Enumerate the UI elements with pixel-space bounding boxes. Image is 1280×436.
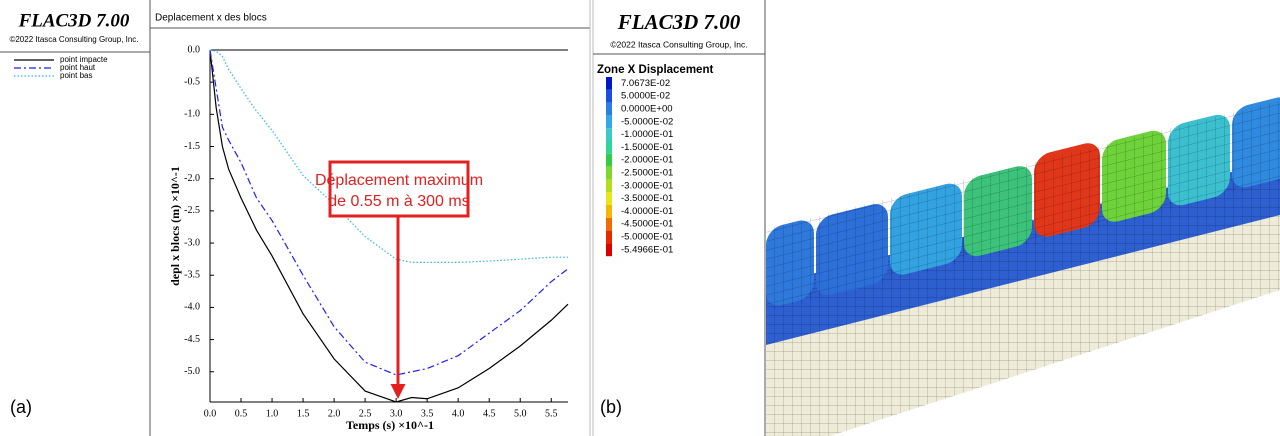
y-tick-label: -4.0	[184, 302, 200, 313]
colorbar-label: -4.5000E-01	[621, 219, 673, 230]
colorbar-label: -2.0000E-01	[621, 155, 673, 166]
panel-b: FLAC3D 7.00 ©2022 Itasca Consulting Grou…	[593, 0, 765, 436]
x-tick-label: 1.0	[266, 408, 279, 419]
plot: 0.0 -0.5 -1.0 -1.5 -2.0 -2.5 -3.0 -3.5 -4.0 -4.5 -…	[184, 44, 568, 419]
x-tick-label: 4.0	[452, 408, 465, 419]
colorbar-swatch	[606, 128, 612, 141]
colorbar-swatch	[606, 179, 612, 192]
y-tick-label: 0.0	[188, 44, 201, 55]
colorbar-label: -4.0000E-01	[621, 206, 673, 217]
software-title: FLAC3D 7.00	[617, 10, 741, 34]
colorbar-swatch	[606, 90, 612, 103]
colorbar-label: -1.0000E-01	[621, 129, 673, 140]
x-tick-label: 3.5	[421, 408, 434, 419]
panel-label: (b)	[600, 397, 622, 417]
panel-label: (a)	[10, 397, 32, 417]
y-tick-label: -4.5	[184, 334, 200, 345]
colorbar-label: -5.0000E-01	[621, 232, 673, 243]
y-tick-label: -5.0	[184, 366, 200, 377]
y-tick-label: -2.5	[184, 205, 200, 216]
y-tick-label: -1.5	[184, 141, 200, 152]
colorbar-swatch	[606, 205, 612, 218]
x-tick-label: 2.5	[359, 408, 372, 419]
colorbar-swatch	[606, 103, 612, 116]
y-tick-label: -0.5	[184, 76, 200, 87]
colorbar-swatch	[606, 231, 612, 244]
colorbar-swatch	[606, 218, 612, 231]
colorbar: 7.0673E-025.0000E-020.0000E+00-5.0000E-0…	[606, 77, 673, 256]
legend-label: point bas	[60, 71, 92, 80]
y-tick-label: -2.0	[184, 173, 200, 184]
colorbar-label: -1.5000E-01	[621, 142, 673, 153]
legend-title: Zone X Displacement	[597, 64, 713, 76]
x-tick-label: 3.0	[390, 408, 403, 419]
model-view	[766, 92, 1280, 436]
software-title: FLAC3D 7.00	[18, 10, 130, 31]
y-axis-label: depl x blocs (m) ×10^-1	[168, 166, 182, 286]
y-tick-label: -3.0	[184, 237, 200, 248]
colorbar-label: -3.0000E-01	[621, 180, 673, 191]
colorbar-swatch	[606, 154, 612, 167]
copyright: ©2022 Itasca Consulting Group, Inc.	[610, 39, 747, 49]
copyright: ©2022 Itasca Consulting Group, Inc.	[9, 35, 138, 44]
x-tick-label: 5.0	[514, 408, 527, 419]
annotation-text: Déplacement maximum	[315, 172, 483, 189]
y-tick-label: -1.0	[184, 109, 200, 120]
colorbar-swatch	[606, 243, 612, 256]
colorbar-label: -5.0000E-02	[621, 116, 673, 127]
colorbar-label: 0.0000E+00	[621, 104, 673, 115]
x-tick-label: 0.5	[235, 408, 248, 419]
x-tick-label: 5.5	[545, 408, 558, 419]
chart-title: Deplacement x des blocs	[155, 13, 267, 24]
y-tick-label: -3.5	[184, 270, 200, 281]
x-tick-label: 2.0	[328, 408, 341, 419]
figure: FLAC3D 7.00 ©2022 Itasca Consulting Grou…	[0, 0, 1280, 436]
x-tick-label: 1.5	[297, 408, 310, 419]
colorbar-label: 7.0673E-02	[621, 78, 670, 89]
colorbar-label: 5.0000E-02	[621, 91, 670, 102]
colorbar-label: -5.4966E-01	[621, 244, 673, 255]
x-tick-label: 4.5	[483, 408, 496, 419]
annotation: Déplacement maximum de 0.55 m à 300 ms	[315, 162, 483, 396]
colorbar-swatch	[606, 115, 612, 128]
colorbar-swatch	[606, 192, 612, 205]
colorbar-label: -2.5000E-01	[621, 168, 673, 179]
colorbar-swatch	[606, 167, 612, 180]
x-axis-label: Temps (s) ×10^-1	[346, 418, 434, 432]
colorbar-swatch	[606, 77, 612, 90]
colorbar-label: -3.5000E-01	[621, 193, 673, 204]
colorbar-swatch	[606, 141, 612, 154]
x-tick-label: 0.0	[204, 408, 217, 419]
series-line	[210, 50, 568, 402]
annotation-text: de 0.55 m à 300 ms	[328, 193, 469, 210]
series-line	[210, 50, 568, 262]
